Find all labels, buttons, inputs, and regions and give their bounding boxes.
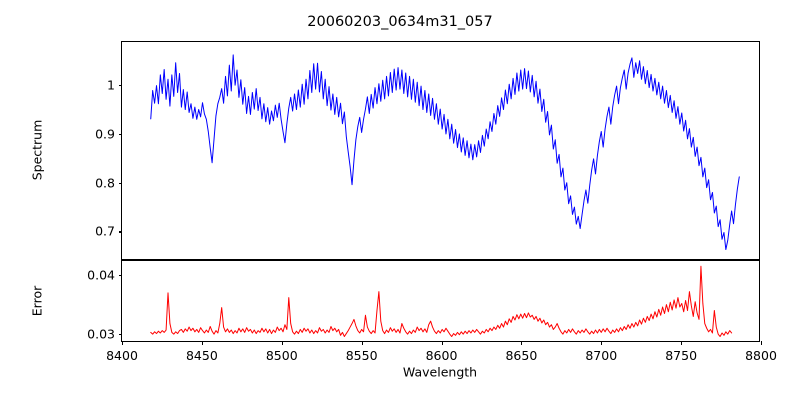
chart-title: 20060203_0634m31_057 — [307, 14, 493, 30]
y-tick-label: 0.9 — [95, 126, 115, 142]
y-tick-label: 1 — [107, 77, 115, 93]
y-tick-label: 0.04 — [87, 267, 115, 283]
x-tick-mark — [122, 341, 124, 345]
x-tick-label: 8400 — [106, 348, 138, 363]
y-tick-mark — [118, 85, 122, 87]
x-tick-mark — [761, 341, 763, 345]
x-tick-label: 8550 — [345, 348, 378, 363]
x-tick-mark — [681, 341, 683, 345]
spectrum-y-axis-label: Spectrum — [29, 119, 45, 181]
x-tick-mark — [281, 341, 283, 345]
x-tick-label: 8700 — [585, 348, 618, 363]
spectrum-plot-area — [150, 54, 740, 251]
x-tick-label: 8500 — [265, 348, 298, 363]
x-tick-label: 8650 — [505, 348, 538, 363]
x-tick-mark — [201, 341, 203, 345]
wavelength-x-axis-label: Wavelength — [402, 364, 478, 380]
spectrum-axes: 0.7 0.8 0.9 1 — [95, 41, 760, 260]
x-tick-mark — [521, 341, 523, 345]
x-tick-mark — [441, 341, 443, 345]
y-tick-label: 0.8 — [95, 175, 115, 191]
error-line — [150, 265, 733, 338]
y-tick-label: 0.03 — [87, 326, 115, 342]
y-tick-mark — [118, 133, 122, 136]
error-axes: 0.03 0.04 8400 8450 8500 8550 8600 8650 8700 875… — [87, 260, 777, 363]
x-tick-label: 8600 — [425, 348, 458, 363]
y-tick-mark — [118, 231, 122, 233]
y-tick-mark — [118, 334, 122, 336]
error-y-axis-label: Error — [29, 285, 45, 317]
spectrum-line — [150, 54, 740, 251]
x-tick-label: 8800 — [745, 348, 777, 363]
y-tick-mark — [118, 182, 122, 184]
x-tick-label: 8750 — [665, 348, 698, 363]
x-tick-label: 8450 — [185, 348, 218, 363]
x-tick-mark — [361, 341, 363, 345]
x-tick-mark — [601, 341, 603, 345]
y-tick-mark — [118, 275, 122, 277]
y-tick-label: 0.7 — [95, 223, 115, 239]
error-plot-area — [150, 265, 733, 338]
